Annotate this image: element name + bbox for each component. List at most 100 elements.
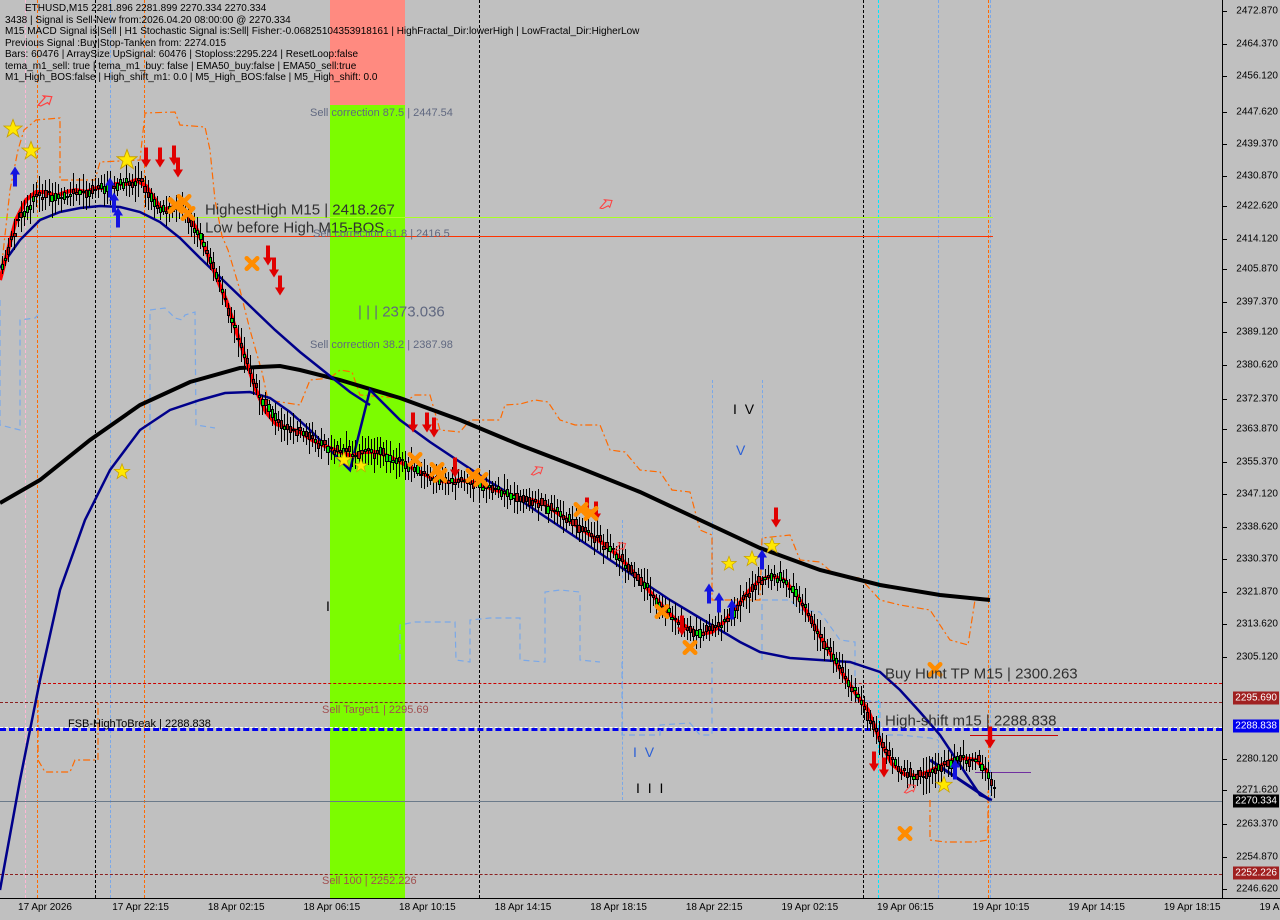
candle-bearish [357, 451, 361, 460]
candle-bearish [224, 297, 228, 300]
candle-bullish [419, 473, 423, 476]
price-axis[interactable]: 2472.870 2464.370 2456.120 2447.620 2439.370… [1222, 0, 1280, 898]
candle-bearish [518, 496, 522, 502]
candle-bearish [673, 618, 677, 621]
price-tick-label: 2389.120 [1236, 326, 1278, 338]
annotation-highest-high[interactable]: HighestHigh M15 | 2418.267 [205, 201, 395, 219]
price-tick [1223, 302, 1227, 303]
candle-bullish [230, 317, 234, 323]
chart-plot-area[interactable]: I V V I I V I I I Sell correction 87.5 | 244… [0, 0, 1222, 898]
candle-bearish [459, 476, 463, 483]
candle-bullish [22, 211, 26, 217]
annotation-sell-correction-618[interactable]: Sell correction 61.8 | 2416.5 [313, 228, 450, 240]
candle-bearish [317, 442, 321, 450]
annotation-mid-level-label[interactable]: | | | 2373.036 [358, 303, 445, 321]
candle-bearish [689, 626, 693, 633]
candle-bullish [769, 572, 773, 581]
candle-bearish [822, 640, 826, 650]
annotation-sell-target1[interactable]: Sell Target1 | 2295.69 [322, 704, 429, 716]
candle-bullish [413, 466, 417, 472]
ema-medium-line [0, 387, 993, 891]
candle-bullish [955, 755, 959, 761]
fractal-channel-lower [0, 300, 939, 741]
annotation-buy-hunt-tp[interactable]: Buy Hunt TP M15 | 2300.263 [885, 665, 1078, 683]
candle-bearish [899, 771, 904, 775]
annotation-low-before-high[interactable]: Low before High M15-BOS [205, 219, 385, 237]
candle-bearish [599, 535, 603, 543]
cross-signal-icon [573, 502, 589, 522]
candle-bullish [450, 478, 454, 484]
wave-iv-upper: I V [733, 401, 757, 417]
time-axis[interactable]: 17 Apr 2026 17 Apr 22:15 18 Apr 02:15 18 Ap… [0, 898, 1280, 920]
candle-bearish [279, 420, 284, 429]
time-tick-label: 19 Apr 06:15 [877, 902, 934, 913]
candle-bearish [428, 476, 432, 481]
price-tick [1223, 527, 1227, 528]
candle-bullish [803, 604, 808, 609]
star-signal-icon [2, 118, 24, 144]
candle-wick [554, 495, 555, 524]
candle-wick [238, 324, 239, 357]
time-tick-label: 19 Apr 02:15 [781, 902, 839, 913]
candle-bullish [313, 439, 318, 443]
price-tick [1223, 176, 1227, 177]
candle-bearish [38, 192, 42, 197]
candle-wick [817, 619, 818, 651]
annotation-high-shift-m15[interactable]: High-shift m15 | 2288.838 [885, 712, 1057, 730]
candle-bearish [540, 497, 544, 506]
candle-bearish [515, 492, 519, 502]
price-badge[interactable]: 2288.838 [1233, 719, 1279, 733]
candle-bearish [527, 496, 532, 506]
candle-bearish [744, 594, 749, 597]
candle-bullish [831, 653, 835, 662]
candle-bearish [276, 418, 281, 423]
candle-bullish [791, 586, 795, 593]
period-separator-line [95, 0, 96, 898]
annotation-fsb-high-to-break[interactable]: FSB-HighToBreak | 2288.838 [68, 718, 211, 730]
candle-bullish [258, 394, 262, 398]
price-badge[interactable]: 2270.334 [1233, 794, 1279, 808]
cross-signal-icon [473, 472, 489, 492]
candle-wick [972, 753, 973, 770]
candle-bullish [568, 513, 572, 522]
hollow-arrow-icon [37, 94, 54, 112]
candle-bearish [583, 527, 587, 533]
annotation-sell-100[interactable]: Sell 100 | 2252.226 [322, 875, 417, 887]
candle-bullish [53, 193, 57, 202]
pink-alert-zone [330, 0, 405, 105]
price-badge[interactable]: 2295.690 [1233, 691, 1279, 705]
candle-bearish [298, 427, 302, 432]
annotation-sell-correction-382[interactable]: Sell correction 38.2 | 2387.98 [310, 339, 453, 351]
candle-bullish [856, 694, 860, 698]
candle-bearish [918, 770, 922, 778]
candle-bearish [344, 447, 349, 453]
price-tick-label: 2254.870 [1236, 851, 1278, 863]
candle-bearish [456, 478, 460, 484]
price-tick [1223, 76, 1227, 77]
candle-bearish [93, 189, 98, 192]
time-tick-label: 18 Apr 22:15 [685, 902, 743, 913]
price-tick-label: 2280.120 [1236, 753, 1278, 765]
candle-bearish [127, 181, 132, 186]
price-tick-label: 2263.370 [1236, 818, 1278, 830]
candle-bearish [878, 735, 882, 742]
candle-bearish [245, 358, 250, 365]
candle-bullish [645, 583, 649, 589]
price-tick [1223, 365, 1227, 366]
price-tick [1223, 429, 1227, 430]
candle-bearish [971, 758, 975, 762]
candle-wick [219, 266, 220, 292]
candle-bearish [543, 499, 547, 507]
resistance-segment [970, 735, 1058, 736]
candle-bearish [611, 548, 615, 551]
candle-bullish [617, 557, 622, 561]
candle-bearish [809, 616, 814, 625]
candle-bearish [707, 626, 711, 632]
candle-bearish [806, 612, 811, 616]
candle-bearish [906, 772, 910, 778]
annotation-sell-correction-875[interactable]: Sell correction 87.5 | 2447.54 [310, 107, 453, 119]
candle-bullish [282, 425, 287, 430]
candle-wick [669, 599, 670, 618]
hollow-arrow-icon [613, 539, 627, 557]
price-badge[interactable]: 2252.226 [1233, 866, 1279, 880]
